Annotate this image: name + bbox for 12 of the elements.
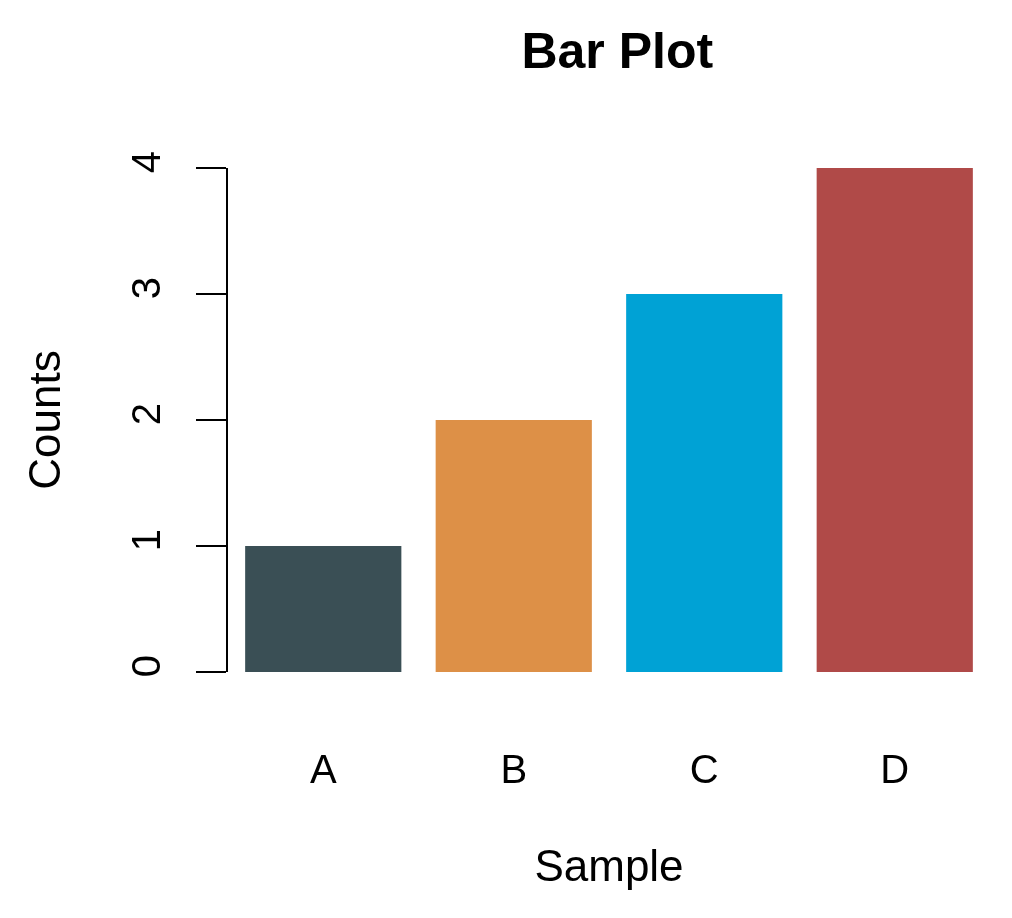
y-tick-label: 0 bbox=[124, 654, 168, 678]
x-axis-title: Sample bbox=[534, 841, 684, 891]
y-tick-label: 1 bbox=[124, 528, 168, 552]
x-tick-label: C bbox=[689, 747, 719, 791]
x-tick-label: D bbox=[880, 747, 910, 791]
x-tick-label: B bbox=[500, 747, 528, 791]
y-axis-title: Counts bbox=[19, 350, 69, 490]
y-tick-label: 3 bbox=[124, 276, 168, 300]
x-tick-label: A bbox=[309, 747, 337, 791]
y-tick-label: 2 bbox=[124, 402, 168, 426]
chart-title: Bar Plot bbox=[521, 22, 714, 79]
y-tick-label: 4 bbox=[124, 150, 168, 174]
